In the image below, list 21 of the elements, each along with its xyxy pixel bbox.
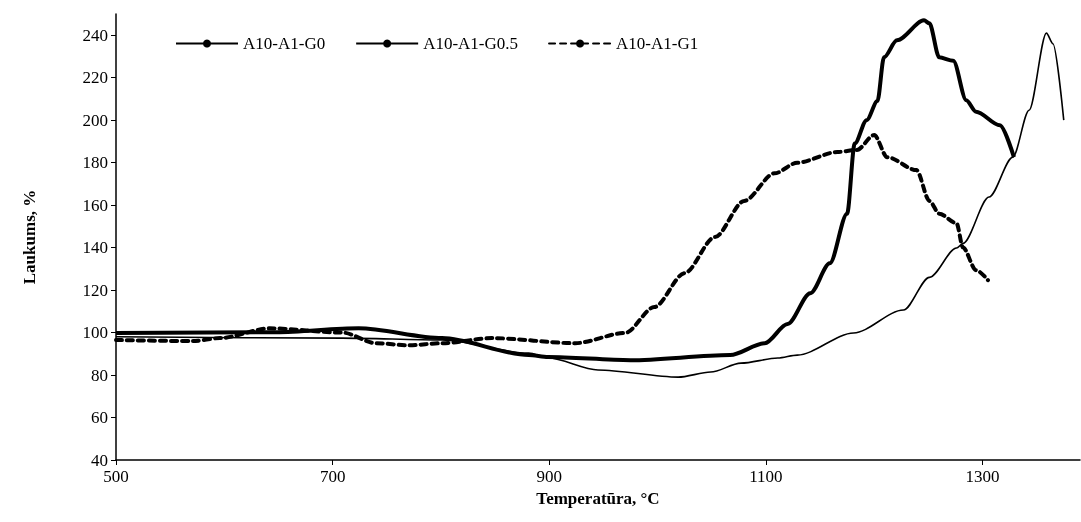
x-tick-label: 1300 [965, 467, 1000, 486]
y-tick-label: 40 [91, 450, 108, 470]
x-tick-label: 900 [536, 467, 563, 486]
x-axis-title: Temperatūra, °C [536, 489, 660, 508]
x-tick-label: 700 [319, 467, 346, 486]
y-tick-label: 140 [82, 238, 108, 258]
y-axis-title: Laukums, % [20, 189, 39, 285]
y-tick-label: 60 [91, 408, 108, 428]
legend-label: A10-A1-G1 [616, 34, 699, 53]
y-tick-label: 220 [82, 68, 108, 88]
y-tick-label: 180 [82, 153, 108, 173]
x-tick-label: 1100 [749, 467, 783, 486]
x-tick-label: 500 [103, 467, 129, 486]
y-tick-label: 100 [82, 323, 108, 343]
y-tick-label: 200 [82, 110, 108, 130]
legend-label: A10-A1-G0.5 [423, 34, 519, 53]
legend-label: A10-A1-G0 [243, 34, 326, 53]
y-tick-label: 80 [91, 365, 108, 385]
y-tick-label: 160 [82, 195, 108, 215]
y-tick-label: 240 [82, 25, 108, 45]
y-tick-label: 120 [82, 280, 108, 300]
